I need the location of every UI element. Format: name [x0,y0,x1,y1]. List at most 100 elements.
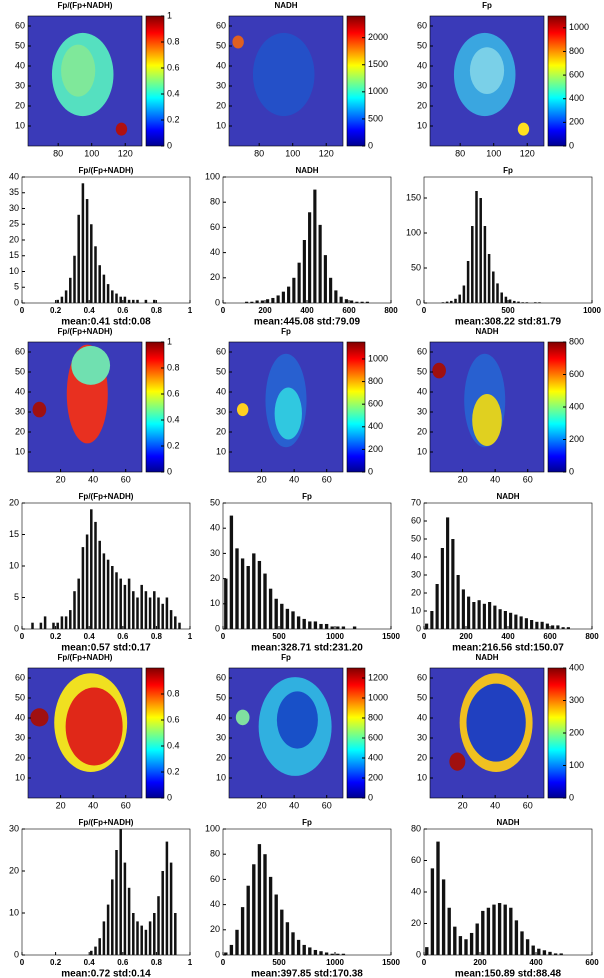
x-tick-label: 100 [84,148,99,158]
histogram-bar [136,597,139,629]
panel-title: Fp [302,492,312,501]
histogram-bar [458,294,461,303]
histogram-bar [461,589,465,629]
panel-title: Fp/(Fp+NADH) [58,653,113,662]
colorbar-tick-label: 0 [569,792,574,802]
histogram-bar [466,261,470,303]
histogram-bar [85,199,89,303]
colorbar-tick-label: 200 [368,772,383,782]
colorbar-tick-label: 800 [368,376,383,386]
histogram-bar [136,299,139,303]
histogram-bar [77,578,80,629]
histogram-bar [475,191,478,303]
histogram-bar [271,297,275,303]
histogram-bar [127,578,131,629]
x-tick-label: 0 [422,632,427,641]
histogram-bar [106,284,110,303]
histogram-bar [559,953,563,955]
histogram-bar [456,575,460,629]
histogram-bar [60,296,64,303]
y-tick-label: 30 [411,569,421,579]
y-tick-label: 20 [411,918,421,928]
histogram-bar [111,879,114,955]
histogram-bar [450,300,453,303]
y-tick-label: 80 [210,849,220,859]
x-tick-label: 40 [289,474,299,484]
histogram-bar [119,578,122,629]
histogram-bar [144,929,148,955]
y-tick-label: 40 [210,523,220,533]
colorbar-tick-label: 200 [368,444,383,454]
y-tick-label: 10 [417,772,427,782]
histogram-bar [115,572,118,629]
colorbar-tick-label: 0 [167,466,172,476]
x-tick-label: 0 [20,632,25,641]
histogram-bar [287,286,291,303]
x-tick-label: 80 [455,148,465,158]
panel-title: Fp/(Fp+NADH) [79,492,134,501]
histogram-bar [81,547,85,629]
histogram-bar [64,290,68,303]
histogram-bar [94,246,97,303]
x-tick-label: 80 [254,148,264,158]
x-tick-label: 1500 [382,958,400,967]
histogram-bar [308,947,312,955]
histogram-bar [98,265,101,303]
x-tick-label: 600 [543,632,557,641]
y-tick-label: 10 [15,120,25,130]
y-tick-label: 10 [216,120,226,130]
histogram-bar [530,620,534,629]
histogram-bar [475,923,479,955]
histogram-bar [350,300,354,303]
y-tick-label: 60 [417,672,427,682]
histogram-bar [344,299,348,303]
histogram-bar [302,240,306,303]
histogram-bar [292,277,296,303]
histogram-bar [446,517,450,629]
x-tick-label: 100 [486,148,501,158]
panel-title: NADH [475,653,498,662]
histogram-bar [521,302,524,303]
histogram-bar [136,921,139,955]
histogram-bar [255,300,259,303]
image-region [469,47,505,94]
panel-title: NADH [295,166,318,175]
panel-title: Fp/(Fp+NADH) [79,166,134,175]
axes-frame [21,176,191,304]
histogram-bar [467,596,471,629]
x-tick-label: 500 [272,958,286,967]
colorbar-tick-label: 800 [569,46,584,56]
histogram-bar [430,868,435,955]
x-tick-label: 0.8 [151,632,163,641]
axes-frame [222,176,392,304]
colorbar-tick-label: 600 [569,369,584,379]
histogram-bar [525,302,529,303]
histogram-bar [561,627,565,629]
colorbar-tick-label: 200 [569,434,584,444]
colorbar-tick-label: 0.8 [167,362,180,372]
image-region [472,394,502,446]
x-tick-label: 0 [422,306,427,315]
histogram-bar [235,929,239,955]
colorbar-tick-label: 1200 [368,672,388,682]
y-tick-label: 80 [411,823,421,833]
histogram-bar [94,946,97,955]
colorbar-tick-label: 400 [569,93,584,103]
colorbar-tick-label: 0.4 [167,414,180,424]
histogram-bar [517,301,520,303]
histogram-bar [492,271,495,303]
histogram-bar [441,879,446,955]
axes-frame [21,828,191,956]
colorbar-tick-label: 0.2 [167,114,180,124]
histogram-bar [545,623,549,629]
y-tick-label: 10 [9,560,19,570]
y-tick-label: 50 [417,40,427,50]
y-tick-label: 30 [210,548,220,558]
stats-label: mean:0.57 std:0.17 [61,643,151,654]
x-tick-label: 800 [585,632,599,641]
histogram-bar [330,626,334,629]
stats-label: mean:0.41 std:0.08 [61,317,151,328]
x-tick-label: 100 [285,148,300,158]
histogram-bar [425,947,429,955]
histogram-bar [115,293,118,303]
